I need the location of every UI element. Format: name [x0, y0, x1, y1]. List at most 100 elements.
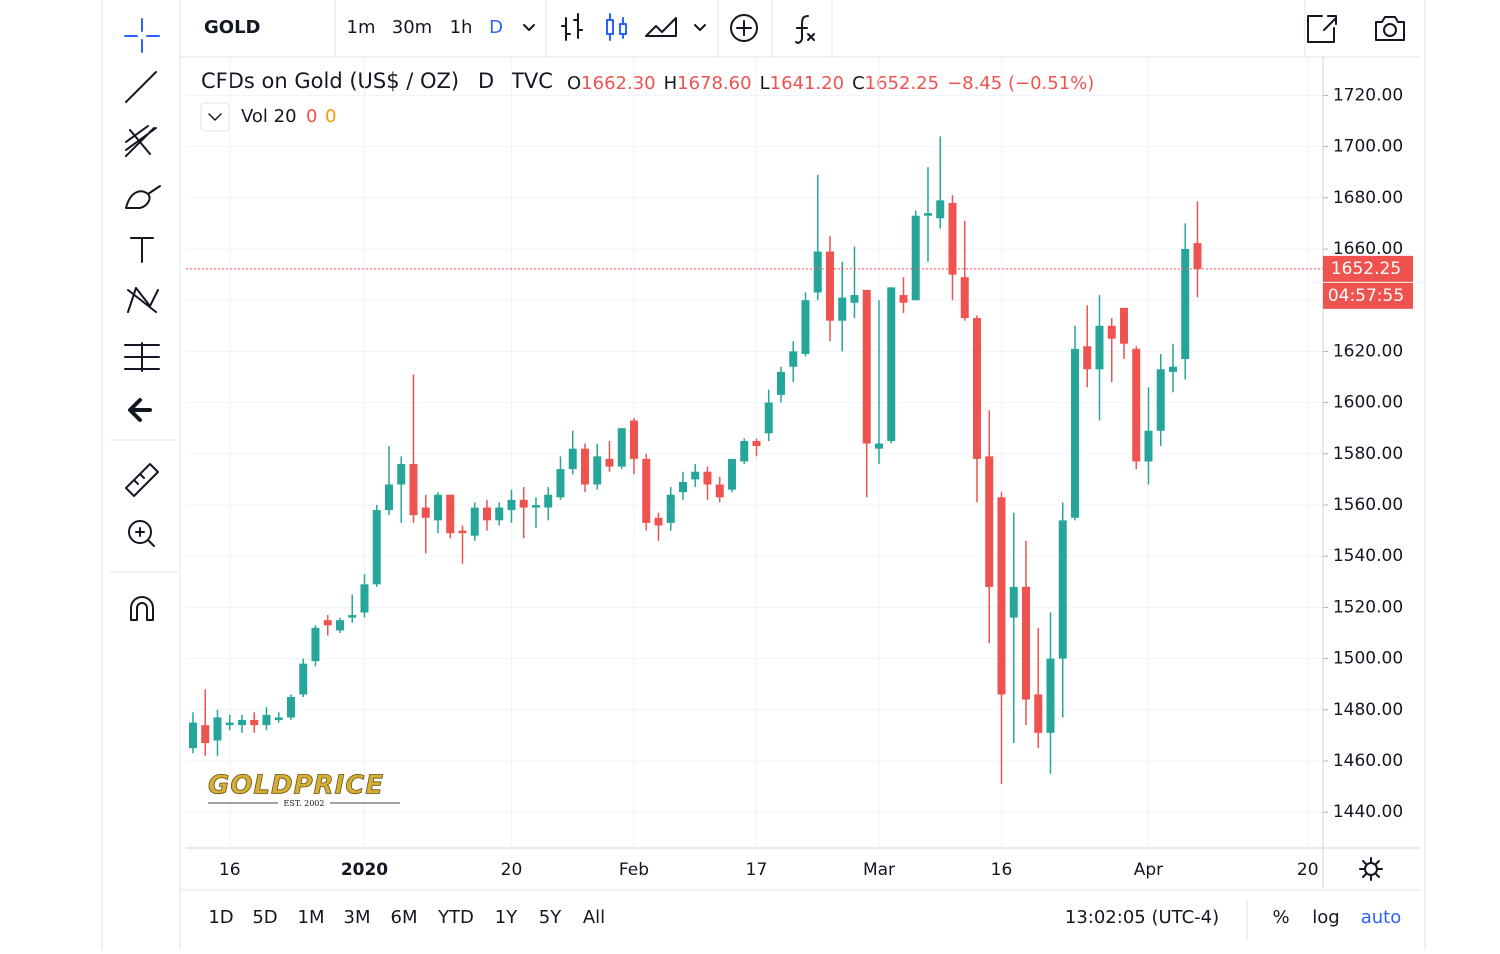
pattern-tool[interactable]	[127, 287, 159, 313]
volume-ma-value: 0	[325, 106, 336, 127]
brush-tool[interactable]	[125, 185, 161, 209]
ohlc-value: 1678.60	[677, 73, 751, 94]
candle-body	[188, 722, 197, 749]
fullscreen[interactable]	[1307, 15, 1337, 43]
interval-button[interactable]: 1h	[450, 17, 473, 38]
ohlc-legend: O1662.30 H1678.60 L1641.20 C1652.25 −8.45 (−…	[567, 73, 1094, 94]
candle-body	[985, 456, 994, 587]
y-tick-label: 1460.00	[1333, 751, 1403, 771]
candle-body	[617, 428, 626, 467]
candle-body	[960, 277, 969, 319]
ohlc-value: 1662.30	[581, 73, 655, 94]
ohlc-key: O	[567, 73, 581, 94]
candle-body	[421, 507, 430, 518]
indicators[interactable]	[730, 14, 758, 42]
measure-tool[interactable]	[124, 342, 160, 372]
y-tick-label: 1720.00	[1333, 85, 1403, 105]
candle-body	[740, 440, 749, 462]
candle-body	[776, 371, 785, 395]
candle-body	[323, 620, 332, 626]
candle-body	[642, 458, 651, 523]
interval-label: D	[478, 69, 494, 93]
axis-settings[interactable]	[1364, 862, 1378, 876]
magnet-tool[interactable]	[130, 596, 154, 621]
countdown-badge	[1323, 282, 1413, 309]
candle-body	[605, 458, 614, 467]
candles-type[interactable]	[606, 13, 627, 41]
last-price-badge	[1323, 255, 1413, 282]
candle-body	[1021, 586, 1030, 700]
bars-type[interactable]	[561, 13, 583, 41]
candle-body	[1193, 243, 1202, 269]
range-button[interactable]: All	[583, 907, 605, 928]
x-tick-label: Feb	[619, 860, 649, 880]
fx[interactable]	[795, 15, 815, 44]
snapshot[interactable]	[1375, 16, 1405, 41]
candle-body	[519, 499, 528, 508]
candle-body	[727, 458, 736, 490]
candle-body	[201, 725, 210, 744]
range-button[interactable]: 1D	[208, 907, 233, 928]
candle-body	[1009, 586, 1018, 618]
axis-option[interactable]: log	[1312, 907, 1339, 928]
candle-body	[556, 469, 565, 498]
candle-body	[813, 251, 822, 293]
left-toolbar	[124, 18, 161, 621]
text-tool[interactable]	[130, 237, 154, 263]
interval-button[interactable]: D	[489, 17, 503, 38]
range-button[interactable]: 6M	[391, 907, 418, 928]
range-button[interactable]: 1Y	[495, 907, 518, 928]
source-label: TVC	[510, 69, 553, 93]
type-menu[interactable]	[694, 24, 706, 31]
ruler-tool[interactable]	[125, 463, 159, 497]
symbol[interactable]: GOLD	[204, 17, 261, 38]
candle-body	[335, 620, 344, 631]
trendline-tool[interactable]	[125, 71, 157, 103]
x-tick-label: Apr	[1134, 860, 1163, 880]
candle-body	[764, 402, 773, 434]
candle-body	[1107, 325, 1116, 339]
interval-button[interactable]: 30m	[392, 17, 432, 38]
candle-body	[372, 510, 381, 585]
range-button[interactable]: 3M	[344, 907, 371, 928]
candle-body	[1181, 248, 1190, 360]
candle-body	[874, 443, 883, 449]
candle-body	[531, 504, 540, 508]
area-type[interactable]	[645, 17, 677, 37]
interval-menu[interactable]	[523, 24, 535, 31]
candle-body	[213, 717, 222, 741]
candle-body	[458, 530, 467, 534]
candle-body	[1144, 430, 1153, 462]
candle-body	[580, 448, 589, 485]
ohlc-key: C	[852, 73, 865, 94]
watermark-est: EST. 2002	[284, 799, 325, 808]
legend-toggle[interactable]	[200, 102, 230, 132]
candle-body	[1168, 366, 1177, 372]
range-button[interactable]: 1M	[298, 907, 325, 928]
candle-body	[568, 448, 577, 470]
candle-body	[1119, 307, 1128, 344]
candle-body	[997, 497, 1006, 695]
candle-body	[936, 200, 945, 219]
range-button[interactable]: 5Y	[539, 907, 562, 928]
interval-button[interactable]: 1m	[347, 17, 376, 38]
back-tool[interactable]	[128, 398, 152, 422]
zoom-tool[interactable]	[128, 520, 152, 544]
candle-body	[1095, 325, 1104, 370]
candle-body	[923, 213, 932, 216]
candle-body	[911, 215, 920, 301]
candle-body	[899, 295, 908, 303]
candle-body	[409, 464, 418, 516]
crosshair-tool[interactable]	[124, 18, 160, 53]
candle-body	[507, 499, 516, 511]
clock: 13:02:05 (UTC-4)	[1065, 907, 1219, 928]
fib-tool[interactable]	[125, 125, 157, 157]
ohlc-key: H	[664, 73, 678, 94]
axis-option[interactable]: %	[1272, 907, 1289, 928]
range-button[interactable]: 5D	[252, 907, 277, 928]
chart-type-icons	[561, 13, 1405, 44]
candle-body	[348, 615, 357, 618]
x-tick-label: Mar	[863, 860, 895, 880]
axis-option[interactable]: auto	[1361, 907, 1402, 928]
range-button[interactable]: YTD	[437, 907, 474, 928]
